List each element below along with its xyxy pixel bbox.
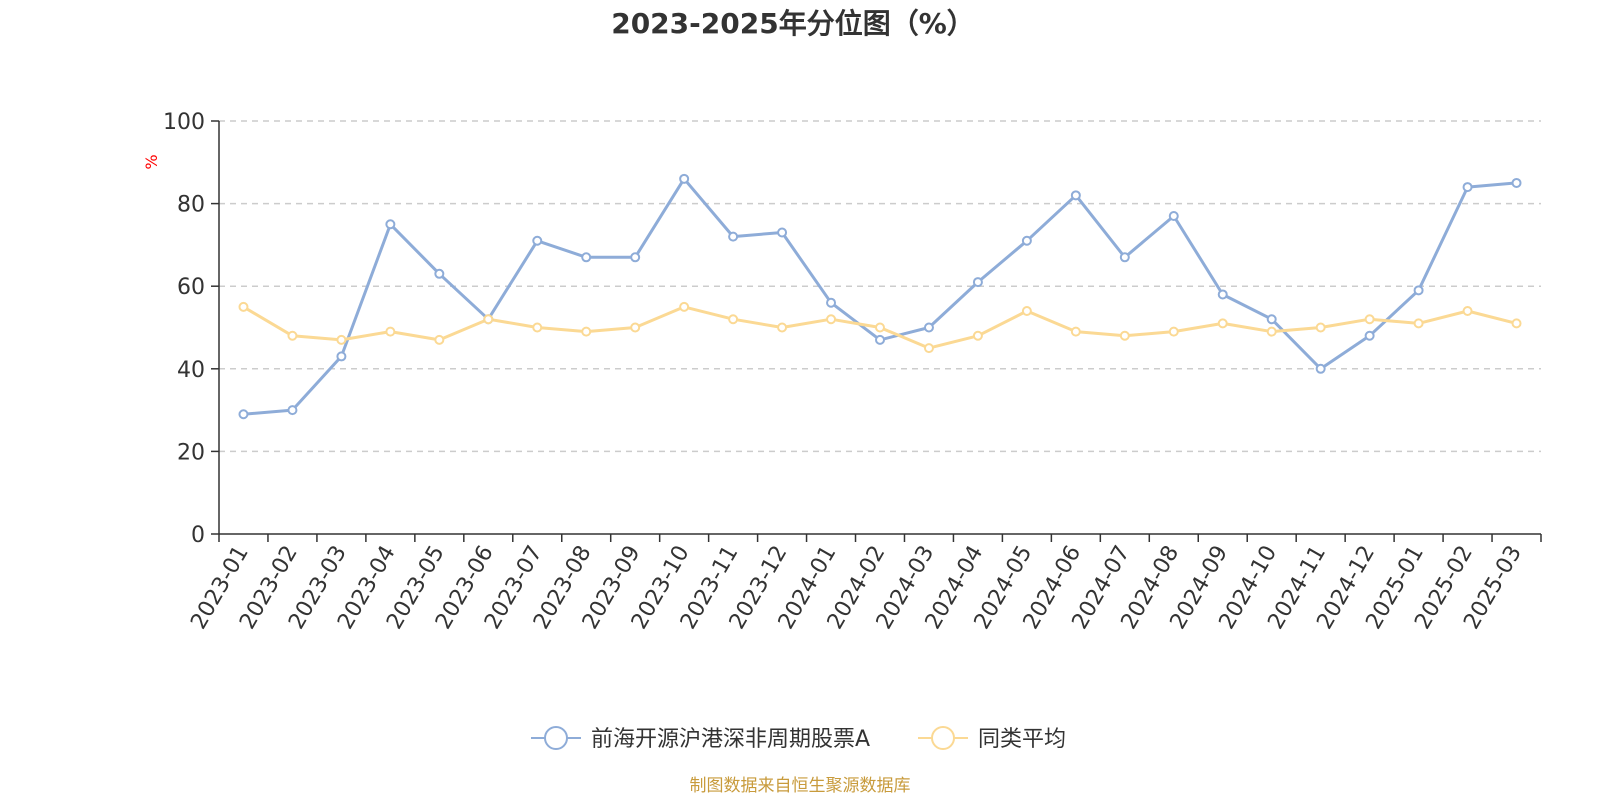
data-point [1168,326,1179,337]
data-point [1217,318,1228,329]
data-point [287,330,298,341]
data-point [385,219,396,230]
data-point [581,252,592,263]
series-lines [238,173,1522,420]
legend-item-2[interactable]: 同类平均 [918,726,1066,752]
legend-label: 前海开源沪港深非周期股票A [591,727,870,752]
data-point [238,301,249,312]
data-point [1413,318,1424,329]
data-point [1266,326,1277,337]
legend-label: 同类平均 [978,727,1066,752]
data-point [679,301,690,312]
data-point [875,322,885,333]
data-point [336,351,347,362]
legend-circle-icon [931,726,955,750]
legend[interactable]: 前海开源沪港深非周期股票A 同类平均 [531,726,1066,752]
data-point [777,322,788,333]
data-point [1217,289,1228,300]
grid-lines [219,120,1541,453]
y-tick-label: 100 [163,110,205,135]
y-tick-label: 0 [191,523,205,548]
data-point [1511,318,1522,329]
data-point [777,227,788,238]
data-point [434,268,445,279]
data-point [679,173,690,184]
data-point [483,314,494,325]
data-point [581,326,592,337]
data-point [385,326,396,337]
data-point [532,235,543,246]
data-point [972,277,983,288]
data-point [1364,330,1375,341]
data-point [1070,190,1081,201]
y-tick-label: 20 [177,440,205,465]
legend-circle-icon [544,726,568,750]
data-point [826,314,837,325]
data-point [1511,177,1522,188]
axes: 0204060801002023-012023-022023-032023-04… [163,110,1542,634]
data-point [972,330,983,341]
data-point [1168,210,1179,221]
data-point [1070,326,1081,337]
data-point [923,322,934,333]
legend-item-1[interactable]: 前海开源沪港深非周期股票A [531,726,870,752]
data-point [728,231,739,242]
data-point [1315,363,1326,374]
data-point [1462,305,1473,316]
data-point [336,334,347,345]
data-point [1462,182,1473,193]
data-point [1413,285,1424,296]
series-line-1 [243,177,1517,416]
data-point [238,409,249,420]
data-point [434,334,445,345]
data-point [1315,322,1326,333]
chart-title: 2023-2025年分位图（%） [611,7,975,40]
data-point [1021,305,1032,316]
data-point [1266,314,1277,325]
y-axis-label: % [142,154,161,169]
data-point [1119,330,1130,341]
data-source-footer: 制图数据来自恒生聚源数据库 [690,776,911,796]
data-point [532,322,543,333]
data-point [1119,252,1130,263]
data-point [875,334,885,345]
data-point [1364,314,1375,325]
data-point [728,314,739,325]
y-tick-label: 40 [177,358,205,383]
data-point [826,297,837,308]
data-point [923,343,934,354]
data-point [287,405,298,416]
data-point [630,322,641,333]
y-tick-label: 80 [177,193,205,218]
data-point [1021,235,1032,246]
data-point [630,252,641,263]
y-tick-label: 60 [177,275,205,300]
